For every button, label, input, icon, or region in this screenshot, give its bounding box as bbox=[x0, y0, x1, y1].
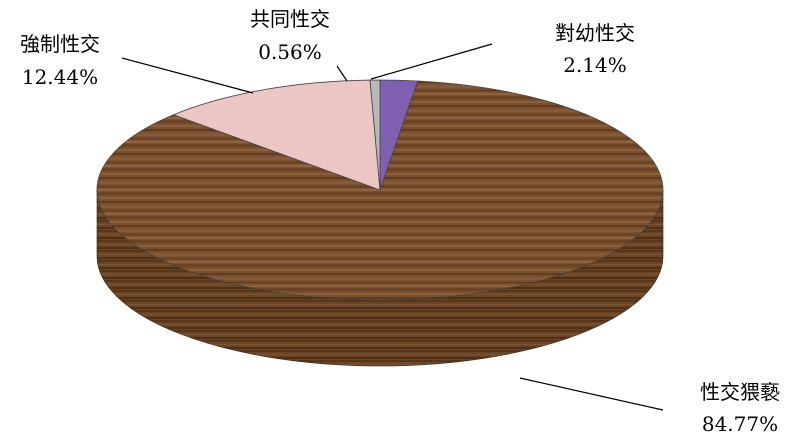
slice-label-0: 對幼性交 bbox=[555, 21, 635, 45]
leader-line-0 bbox=[370, 43, 493, 80]
pie-slice-3 bbox=[369, 79, 381, 191]
leader-line-1 bbox=[519, 377, 664, 411]
slice-label-1: 性交猥褻 bbox=[700, 380, 780, 404]
slice-value-label-1: 84.77% bbox=[702, 412, 778, 436]
pie-slice-2 bbox=[172, 79, 381, 191]
slice-value-label-2: 12.44% bbox=[22, 65, 98, 89]
slice-value-label-0: 2.14% bbox=[563, 53, 627, 77]
slice-label-3: 共同性交 bbox=[250, 7, 330, 31]
leader-line-3 bbox=[336, 65, 348, 82]
slice-value-label-3: 0.56% bbox=[258, 40, 322, 64]
leader-line-2 bbox=[121, 57, 254, 94]
slice-label-2: 強制性交 bbox=[20, 32, 100, 56]
pie-slice-1 bbox=[96, 80, 664, 301]
